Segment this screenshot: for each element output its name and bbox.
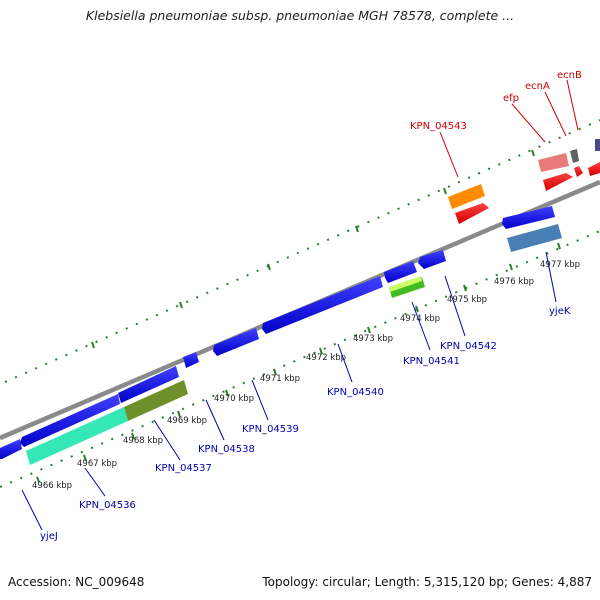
- reverse-gene-labels: yjeJ KPN_04536 KPN_04537 KPN_04538 KPN_0…: [21, 251, 571, 542]
- scale-label: 4974 kbp: [400, 314, 440, 324]
- gene-KPN_04538[interactable]: [183, 352, 199, 368]
- gene-efp-box[interactable]: [538, 153, 569, 172]
- scale-label: 4969 kbp: [167, 416, 207, 426]
- gene-KPN_04540[interactable]: [262, 276, 383, 334]
- scale-label: 4976 kbp: [494, 277, 534, 287]
- gene-label-KPN_04537[interactable]: KPN_04537: [155, 463, 212, 474]
- gene-KPN_04536[interactable]: [20, 394, 120, 447]
- gene-KPN_04543[interactable]: [455, 203, 489, 224]
- gene-label-KPN_04540[interactable]: KPN_04540: [327, 387, 384, 398]
- gene-unnamed-edge-red[interactable]: [588, 162, 600, 176]
- gene-KPN_04542[interactable]: [418, 250, 446, 269]
- forward-gene-labels: KPN_04543 efp ecnA ecnB: [410, 70, 582, 178]
- accession-text: Accession: NC_009648: [8, 575, 145, 589]
- scale-label: 4972 kbp: [306, 353, 346, 363]
- scale-label: 4966 kbp: [32, 481, 72, 491]
- gene-band-lime[interactable]: [389, 276, 422, 292]
- gene-unnamed-edge-slate[interactable]: [595, 139, 600, 151]
- gene-label-ecnB[interactable]: ecnB: [557, 70, 582, 81]
- gene-label-KPN_04536[interactable]: KPN_04536: [79, 500, 136, 511]
- gene-KPN_04541[interactable]: [384, 261, 417, 283]
- gene-KPN_04539[interactable]: [213, 328, 259, 356]
- scale-label: 4970 kbp: [214, 394, 254, 404]
- gene-yjeK[interactable]: [502, 206, 555, 229]
- scale-ticks: [36, 149, 561, 483]
- gene-ecnA[interactable]: [570, 149, 579, 163]
- forward-gene-track: [448, 139, 600, 224]
- gene-label-KPN_04543[interactable]: KPN_04543: [410, 121, 467, 132]
- gene-label-KPN_04538[interactable]: KPN_04538: [198, 444, 255, 455]
- gene-label-ecnA[interactable]: ecnA: [525, 81, 550, 92]
- gene-label-KPN_04541[interactable]: KPN_04541: [403, 356, 460, 367]
- genome-summary: Topology: circular; Length: 5,315,120 bp…: [262, 575, 592, 589]
- scale-labels: 4966 kbp 4967 kbp 4968 kbp 4969 kbp 4970…: [32, 260, 580, 491]
- scale-label: 4967 kbp: [77, 459, 117, 469]
- gene-label-yjeK[interactable]: yjeK: [549, 306, 571, 317]
- gene-KPN_04543-box[interactable]: [448, 184, 485, 209]
- gene-band-steelblue[interactable]: [507, 224, 562, 252]
- scale-label: 4968 kbp: [123, 436, 163, 446]
- inner-tick-track: [0, 230, 600, 488]
- reverse-gene-track: [0, 206, 555, 459]
- gene-ecnB[interactable]: [574, 166, 583, 177]
- gene-yjeJ[interactable]: [0, 439, 22, 459]
- gene-band-olive[interactable]: [124, 380, 188, 421]
- gene-label-yjeJ[interactable]: yjeJ: [40, 531, 58, 542]
- gene-label-KPN_04539[interactable]: KPN_04539: [242, 424, 299, 435]
- gene-efp[interactable]: [543, 173, 573, 191]
- gene-label-efp[interactable]: efp: [503, 93, 519, 104]
- map-title: Klebsiella pneumoniae subsp. pneumoniae …: [85, 8, 515, 23]
- gene-band-cyan[interactable]: [26, 407, 128, 465]
- gene-KPN_04537[interactable]: [118, 366, 179, 403]
- feature-gene-track: [26, 224, 562, 465]
- scale-label: 4975 kbp: [447, 295, 487, 305]
- scale-label: 4977 kbp: [540, 260, 580, 270]
- scale-label: 4973 kbp: [353, 334, 393, 344]
- gene-label-KPN_04542[interactable]: KPN_04542: [440, 341, 497, 352]
- scale-label: 4971 kbp: [260, 374, 300, 384]
